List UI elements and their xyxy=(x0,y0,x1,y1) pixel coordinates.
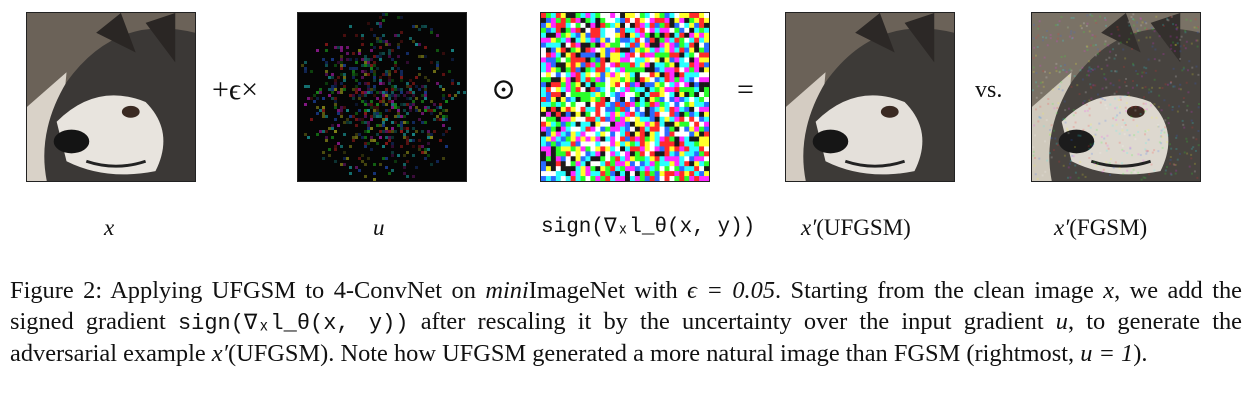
caption-part: after rescaling it by the uncertainty ov… xyxy=(408,307,1056,335)
versus-label: vs. xyxy=(975,77,1003,103)
equals-operator: = xyxy=(737,73,754,106)
caption-epsilon-eq: ϵ = 0.05 xyxy=(687,277,776,304)
caption-u-eq: u = 1 xyxy=(1080,340,1134,367)
label-fgsm: x′(FGSM) xyxy=(1054,214,1147,242)
caption-u: u xyxy=(1055,307,1068,335)
caption-xprime: x′ xyxy=(211,340,228,367)
caption-part: . Starting from the clean image xyxy=(775,277,1104,304)
sign-gradient-image xyxy=(540,12,710,182)
ufgsm-image xyxy=(785,12,955,182)
label-x: x xyxy=(104,215,115,240)
husky-photo-icon xyxy=(27,13,195,181)
caption-part: Figure 2: Applying UFGSM to 4-ConvNet on xyxy=(10,277,486,304)
husky-ufgsm-icon xyxy=(786,13,954,181)
label-fgsm-prime: x′ xyxy=(1054,215,1070,240)
uncertainty-map-icon xyxy=(298,13,466,181)
caption-x: x xyxy=(1103,277,1115,304)
fgsm-image xyxy=(1031,12,1201,182)
caption-mini: mini xyxy=(485,277,529,304)
caption-part: ). xyxy=(1133,340,1148,367)
caption-part: , to generate the adversarial example xyxy=(10,307,1242,368)
clean-image xyxy=(26,12,196,182)
label-sign-gradient: sign(∇ₓl_θ(x, y)) xyxy=(541,216,756,239)
label-ufgsm: x′(UFGSM) xyxy=(801,214,911,242)
caption-part: , we add the signed gradient xyxy=(10,277,1242,335)
label-fgsm-tag: (FGSM) xyxy=(1069,215,1148,240)
caption-sign: sign(∇ₓl_θ(x, y)) xyxy=(177,310,409,336)
figure-caption: Figure 2: Applying UFGSM to 4-ConvNet on… xyxy=(10,276,1242,370)
label-u: u xyxy=(373,215,385,240)
sign-gradient-noise-icon xyxy=(541,13,709,181)
label-ufgsm-prime: x′ xyxy=(801,215,817,240)
caption-part: (UFGSM). Note how UFGSM generated a more… xyxy=(227,340,1081,367)
husky-fgsm-icon xyxy=(1032,13,1200,181)
plus-epsilon-times-operator: +ϵ× xyxy=(212,73,258,106)
label-ufgsm-tag: (UFGSM) xyxy=(816,215,911,240)
hadamard-operator: ⊙ xyxy=(491,73,517,106)
caption-part: ImageNet with xyxy=(528,277,688,304)
uncertainty-image xyxy=(297,12,467,182)
